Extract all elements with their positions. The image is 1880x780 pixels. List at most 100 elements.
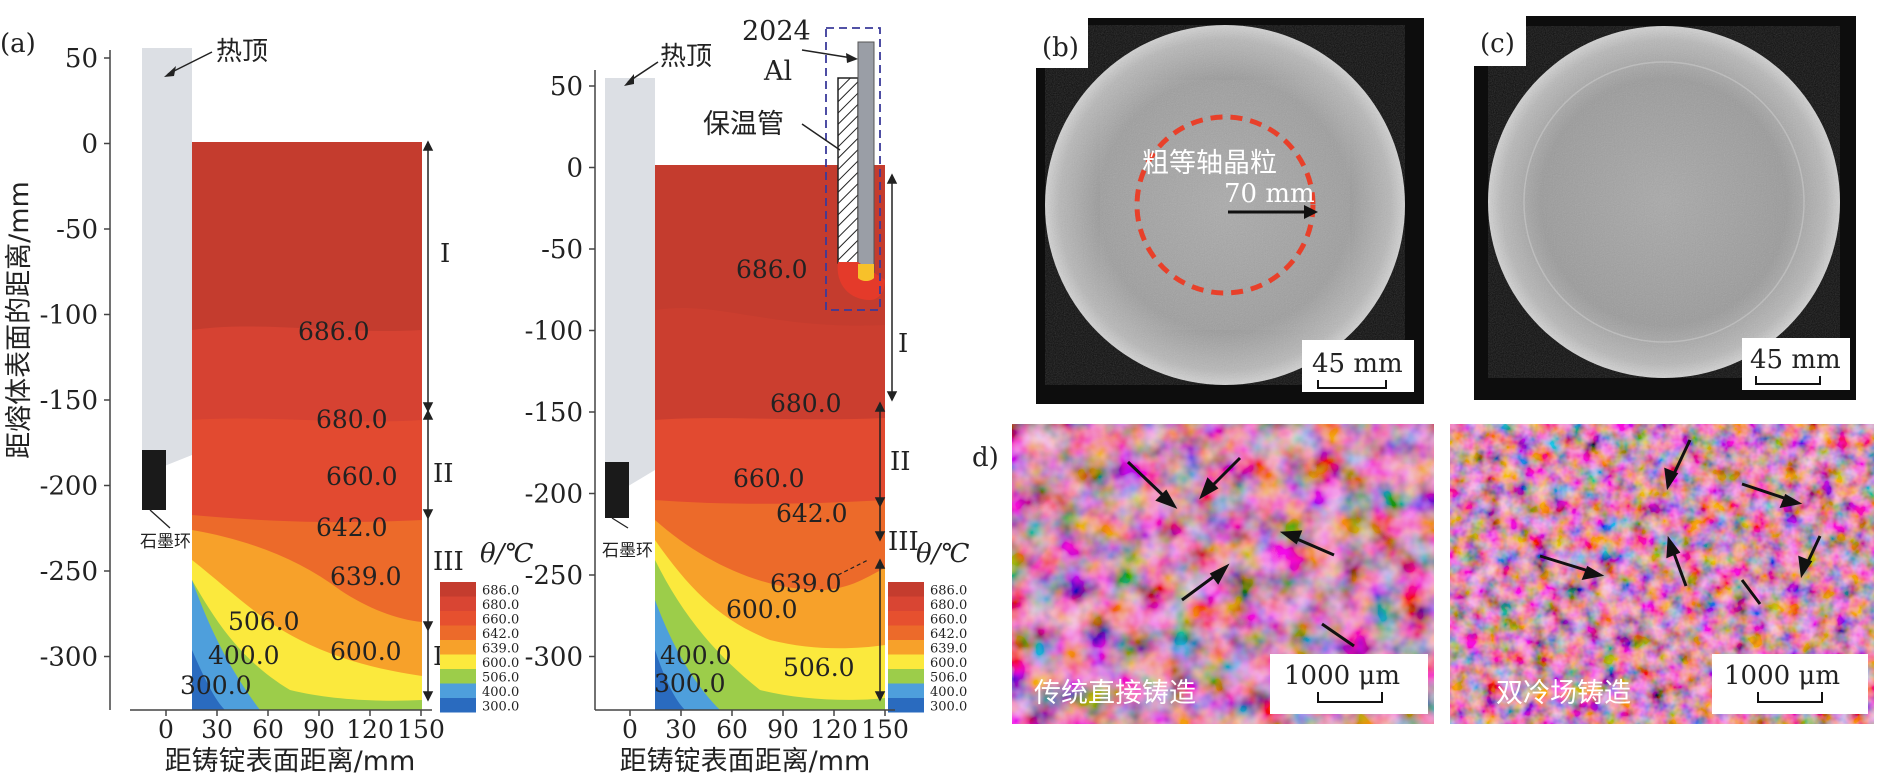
zone-3-left: III xyxy=(433,547,464,577)
x-left-tick-label: 60 xyxy=(252,715,284,744)
legend-left: 686.0680.0660.0642.0639.0600.0506.0400.0… xyxy=(440,582,519,715)
svg-text:400.0: 400.0 xyxy=(208,641,280,670)
legend-swatch xyxy=(440,611,476,626)
legend-swatch xyxy=(888,683,924,698)
legend-value: 506.0 xyxy=(930,671,967,686)
legend-value: 686.0 xyxy=(930,584,967,599)
graphite-ring-left xyxy=(142,450,166,510)
legend-value: 680.0 xyxy=(482,598,519,613)
graphite-ring-right xyxy=(605,462,629,518)
x-axis-ticks-right: 0 30 60 90 120 150 xyxy=(622,710,909,744)
x-left-tick-label: 0 xyxy=(158,715,174,744)
contour-labels-right: 686.0 680.0 660.0 642.0 639.0 600.0 400.… xyxy=(654,255,855,698)
x-left-tick-label: 90 xyxy=(303,715,335,744)
x-left-tick-label: 150 xyxy=(397,715,445,744)
y-right-tick-label: -200 xyxy=(525,480,583,510)
svg-text:600.0: 600.0 xyxy=(330,637,402,666)
x-axis-label-right: 距铸锭表面距离/mm xyxy=(620,746,871,777)
micrograph-left: 传统直接铸造 1000 μm xyxy=(1012,424,1434,724)
scale-label-c: 45 mm xyxy=(1750,345,1841,375)
legend-right: 686.0680.0660.0642.0639.0600.0506.0400.0… xyxy=(888,582,967,715)
svg-text:680.0: 680.0 xyxy=(770,389,842,418)
photo-c: (c) 45 mm xyxy=(1474,16,1856,400)
caption-conventional: 传统直接铸造 xyxy=(1034,678,1196,709)
legend-value: 680.0 xyxy=(930,598,967,613)
y-left-tick-label: 0 xyxy=(81,130,98,160)
legend-value: 639.0 xyxy=(482,642,519,657)
x-right-tick-label: 30 xyxy=(665,715,697,744)
legend-value: 660.0 xyxy=(930,613,967,628)
zone-1-right: I xyxy=(898,329,908,359)
radius-label: 70 mm xyxy=(1224,179,1315,209)
y-axis-label: 距熔体表面的距离/mm xyxy=(4,181,35,459)
hot-top-label-left: 热顶 xyxy=(216,37,268,67)
legend-value: 300.0 xyxy=(930,700,967,715)
scale-label-micro-right: 1000 μm xyxy=(1724,661,1840,691)
legend-swatch xyxy=(440,683,476,698)
y-left-tick-label: -200 xyxy=(40,472,98,502)
svg-text:300.0: 300.0 xyxy=(654,669,726,698)
x-axis-label-left: 距铸锭表面距离/mm xyxy=(165,746,416,777)
legend-swatch xyxy=(440,582,476,597)
legend-swatch xyxy=(888,596,924,611)
legend-value: 506.0 xyxy=(482,671,519,686)
y-right-tick-label: -100 xyxy=(525,317,583,347)
y-axis-ticks-left: 50 0 -50 -100 -150 -200 -250 -300 xyxy=(40,44,110,673)
x-right-tick-label: 60 xyxy=(716,715,748,744)
y-right-tick-label: -300 xyxy=(525,643,583,673)
svg-text:686.0: 686.0 xyxy=(736,255,808,284)
scale-label-micro-left: 1000 μm xyxy=(1284,661,1400,691)
legend-value: 686.0 xyxy=(482,584,519,599)
panel-label-a: (a) xyxy=(0,29,36,59)
svg-text:506.0: 506.0 xyxy=(783,653,855,682)
y-right-tick-label: -50 xyxy=(541,235,583,265)
contour-plot-right xyxy=(655,165,885,710)
legend-swatch xyxy=(888,669,924,684)
svg-text:300.0: 300.0 xyxy=(180,671,252,700)
panel-label-b: (b) xyxy=(1042,33,1079,63)
unit-label-right: θ/℃ xyxy=(916,539,970,569)
alloy-label-al: Al xyxy=(763,56,792,87)
svg-text:600.0: 600.0 xyxy=(726,595,798,624)
legend-swatch xyxy=(888,625,924,640)
y-left-tick-label: -50 xyxy=(56,215,98,245)
legend-value: 642.0 xyxy=(482,627,519,642)
caption-dual-cooling: 双冷场铸造 xyxy=(1496,678,1631,709)
svg-text:660.0: 660.0 xyxy=(733,464,805,493)
y-left-tick-label: -150 xyxy=(40,386,98,416)
legend-swatch xyxy=(888,611,924,626)
legend-value: 600.0 xyxy=(482,656,519,671)
legend-value: 600.0 xyxy=(930,656,967,671)
legend-value: 639.0 xyxy=(930,642,967,657)
legend-value: 660.0 xyxy=(482,613,519,628)
y-right-tick-label: 0 xyxy=(566,154,583,184)
legend-swatch xyxy=(440,698,476,713)
panel-label-c: (c) xyxy=(1480,29,1515,59)
y-right-tick-label: -250 xyxy=(525,561,583,591)
y-left-tick-label: 50 xyxy=(65,44,98,74)
hot-top-right xyxy=(605,78,655,500)
legend-swatch xyxy=(888,640,924,655)
y-right-tick-label: -150 xyxy=(525,398,583,428)
dashed-box xyxy=(825,27,881,311)
insulation-tube-assembly xyxy=(825,27,885,311)
x-right-tick-label: 90 xyxy=(767,715,799,744)
x-right-tick-label: 150 xyxy=(861,715,909,744)
zone-markers-right xyxy=(874,173,898,702)
alloy-label-2024: 2024 xyxy=(742,16,811,47)
legend-swatch xyxy=(440,669,476,684)
graphite-ring-label-right: 石墨环 xyxy=(602,541,653,561)
scale-label-b: 45 mm xyxy=(1312,349,1403,379)
svg-text:686.0: 686.0 xyxy=(298,317,370,346)
photo-b: (b) 粗等轴晶粒 70 mm 45 mm xyxy=(1036,18,1424,404)
legend-value: 400.0 xyxy=(930,685,967,700)
y-right-tick-label: 50 xyxy=(550,72,583,102)
legend-value: 400.0 xyxy=(482,685,519,700)
insulation-tube-label: 保温管 xyxy=(703,109,784,140)
y-left-tick-label: -250 xyxy=(40,557,98,587)
coarse-grain-region xyxy=(1134,114,1316,296)
zone-markers-left xyxy=(422,140,434,702)
svg-text:680.0: 680.0 xyxy=(316,405,388,434)
legend-value: 300.0 xyxy=(482,700,519,715)
